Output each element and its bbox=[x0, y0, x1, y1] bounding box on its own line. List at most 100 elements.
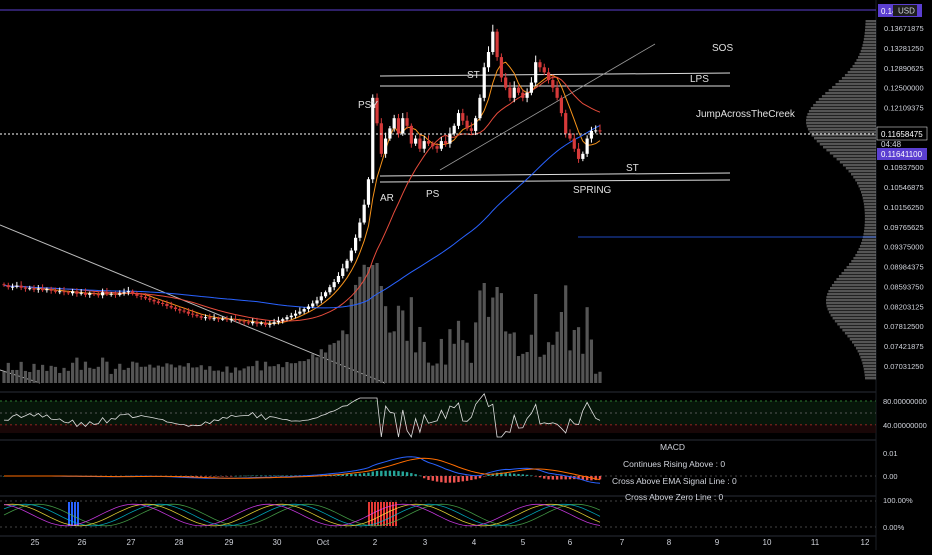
candle-body bbox=[306, 306, 311, 310]
stoch-signal-bar bbox=[368, 502, 370, 526]
volume-profile-bar bbox=[864, 35, 876, 38]
price-tick-label: 0.10546875 bbox=[884, 183, 924, 192]
candle-body bbox=[199, 316, 203, 318]
rsi-upper-tick: 80.00000000 bbox=[883, 397, 927, 406]
candle-body bbox=[152, 299, 156, 302]
macd-histogram-bar bbox=[272, 475, 276, 477]
macd-histogram-bar bbox=[200, 476, 203, 477]
volume-bar bbox=[221, 371, 225, 383]
candle-body bbox=[139, 295, 143, 297]
volume-bar bbox=[315, 357, 319, 383]
candle-body bbox=[546, 72, 551, 81]
candle-body bbox=[66, 292, 70, 294]
macd-histogram-bar bbox=[221, 476, 224, 477]
candle-body bbox=[10, 286, 15, 288]
macd-histogram-bar bbox=[530, 475, 533, 476]
candle-body bbox=[71, 291, 75, 294]
candle-body bbox=[521, 92, 525, 98]
candle-body bbox=[118, 293, 122, 295]
time-tick-label: 27 bbox=[127, 538, 136, 547]
price-tick-label: 0.07031250 bbox=[884, 362, 924, 371]
rsi-line bbox=[3, 392, 601, 438]
candle-body bbox=[461, 113, 465, 121]
marker-price-label: 0.11641100 bbox=[881, 150, 923, 159]
volume-bar bbox=[439, 338, 443, 383]
volume-bar bbox=[302, 361, 306, 383]
volume-bar bbox=[585, 307, 589, 383]
candle-body bbox=[538, 62, 542, 68]
volume-bar bbox=[332, 343, 336, 383]
volume-bar bbox=[96, 366, 100, 383]
volume-bar bbox=[118, 363, 122, 383]
volume-profile-bar bbox=[847, 71, 876, 74]
price-tick-label: 0.07421875 bbox=[884, 342, 924, 351]
volume-bar bbox=[431, 365, 435, 383]
stoch-signal-bar bbox=[389, 502, 391, 526]
volume-profile-bar bbox=[828, 311, 876, 314]
candle-body bbox=[379, 123, 383, 154]
ma-line-slow bbox=[3, 124, 601, 309]
macd-histogram-bar bbox=[457, 476, 460, 483]
volume-bar bbox=[122, 369, 126, 383]
macd-histogram-bar bbox=[345, 474, 349, 476]
macd-histogram-bar bbox=[547, 476, 550, 480]
price-axis[interactable]: 0.13671875 0.13281250 0.12890625 0.12500000… bbox=[884, 24, 924, 371]
volume-bar bbox=[289, 363, 293, 383]
macd-histogram-bar bbox=[508, 473, 512, 476]
candle-body bbox=[96, 294, 100, 296]
candle-body bbox=[504, 77, 508, 88]
volume-profile-bar bbox=[850, 68, 876, 71]
candle-body bbox=[551, 80, 555, 88]
volume-profile-bar bbox=[816, 140, 876, 143]
macd-histogram-bar bbox=[401, 471, 404, 476]
volume-bar bbox=[75, 357, 79, 383]
candle-body bbox=[208, 317, 212, 319]
volume-bar bbox=[83, 361, 88, 383]
volume-profile-bar bbox=[863, 368, 876, 371]
volume-profile-bar bbox=[863, 233, 876, 236]
currency-badge[interactable] bbox=[893, 5, 917, 16]
volume-profile-bar bbox=[863, 203, 876, 206]
macd-histogram-bar bbox=[418, 475, 422, 477]
macd-signal-line bbox=[4, 457, 601, 481]
candle-body bbox=[88, 293, 92, 295]
currency-label: USD bbox=[898, 7, 915, 16]
volume-bar bbox=[15, 369, 19, 383]
volume-bar bbox=[178, 365, 182, 383]
candle-body bbox=[495, 31, 499, 58]
top-price-label: 0.14 bbox=[881, 7, 897, 16]
time-tick-label: 8 bbox=[667, 538, 672, 547]
volume-profile-bar bbox=[821, 95, 876, 98]
macd-histogram-bar bbox=[212, 476, 216, 477]
macd-histogram-bar bbox=[474, 476, 477, 480]
macd-histogram-bar bbox=[435, 476, 439, 482]
stoch-signal-bar bbox=[71, 502, 73, 526]
volume-bar bbox=[396, 305, 401, 383]
time-tick-label: Oct bbox=[317, 538, 330, 547]
candle-body bbox=[2, 284, 6, 286]
candle-body bbox=[525, 92, 529, 98]
time-axis[interactable]: 25 26 27 28 29 30 Oct 2 3 4 5 6 7 8 9 10 11 12 bbox=[31, 538, 870, 547]
volume-profile-bar bbox=[834, 320, 876, 323]
volume-profile-bar bbox=[815, 101, 876, 104]
macd-histogram-bar bbox=[251, 475, 254, 477]
volume-profile-bar bbox=[810, 107, 876, 110]
volume-profile-bar bbox=[811, 134, 876, 137]
candle-body bbox=[272, 322, 276, 324]
macd-histogram-bar bbox=[204, 476, 207, 477]
macd-histogram-bar bbox=[453, 476, 456, 483]
macd-histogram-bar bbox=[277, 475, 280, 477]
volume-bar bbox=[384, 306, 388, 383]
candle-body bbox=[315, 300, 319, 304]
volume-bar bbox=[161, 366, 165, 383]
volume-bar bbox=[401, 310, 405, 383]
macd-line bbox=[4, 456, 601, 484]
candle-body bbox=[165, 303, 169, 307]
volume-profile-bar bbox=[861, 194, 876, 197]
volume-profile-bar bbox=[862, 239, 876, 242]
price-tick-label: 0.09375000 bbox=[884, 243, 924, 252]
volume-bar bbox=[268, 366, 272, 383]
volume-bar bbox=[156, 365, 160, 383]
